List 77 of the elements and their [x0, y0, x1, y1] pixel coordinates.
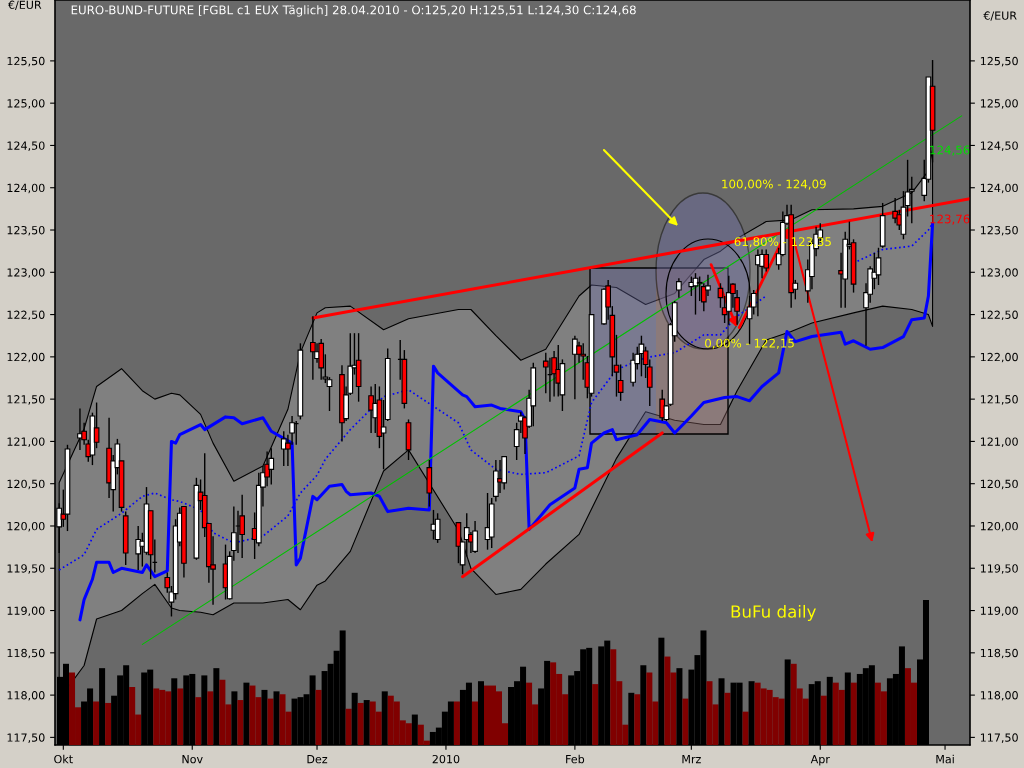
candlestick — [135, 525, 142, 571]
y2-tick-label: 123,00 — [980, 268, 1018, 278]
y2-tick-label: 119,50 — [980, 564, 1018, 574]
chart-title: EURO-BUND-FUTURE [FGBL c1 EUX Täglich] 28.04.2010 - O:125,20 H:125,51 L:124,30 C:124,68 — [71, 5, 636, 17]
annotation: 100,00% - 124,09 — [722, 179, 826, 190]
candlestick — [455, 521, 462, 564]
bar — [195, 697, 202, 745]
bar — [93, 701, 100, 745]
y-tick-label: 118,50 — [7, 648, 45, 659]
bar — [453, 701, 460, 745]
bar — [345, 708, 352, 745]
bar — [850, 682, 857, 745]
bar — [315, 689, 322, 745]
bar — [724, 692, 731, 745]
y2-tick-label: 125,50 — [980, 56, 1018, 67]
bar — [237, 700, 244, 745]
y2-tick-label: 121,50 — [980, 395, 1018, 405]
y2-tick-label: 124,50 — [980, 141, 1018, 151]
y-tick-label: 117,50 — [7, 733, 45, 743]
y-tick-label: 121,00 — [7, 437, 45, 447]
bar — [357, 702, 364, 745]
candlestick — [676, 277, 682, 299]
y-tick-label: 122,50 — [7, 310, 45, 321]
y-tick-label: 121,50 — [7, 395, 45, 405]
y2-tick-label: 118,00 — [980, 691, 1018, 701]
y-tick-label: 123,50 — [7, 225, 45, 236]
y-tick-label: 125,00 — [7, 99, 45, 109]
y2-tick-label: 120,50 — [980, 479, 1018, 490]
x-tick-label: 2010 — [432, 754, 460, 764]
y-tick-label: 119,00 — [7, 606, 45, 617]
y-tick-label: 120,00 — [7, 521, 45, 532]
y2-tick-label: 122,50 — [980, 310, 1018, 321]
bar — [820, 695, 827, 745]
x-tick-label: Nov — [182, 755, 203, 764]
y2-tick-label: 120,00 — [980, 521, 1018, 532]
x-tick-label: Mrz — [682, 755, 701, 764]
y-tick-label: 124,00 — [7, 183, 45, 194]
y-tick-label: 123,00 — [7, 268, 45, 278]
y2-tick-label: 121,00 — [980, 437, 1018, 447]
y-tick-label: 118,00 — [7, 691, 45, 701]
x-tick-label: Apr — [810, 755, 830, 766]
bar — [177, 688, 184, 745]
x-tick-label: Okt — [54, 754, 73, 764]
annotation: BuFu daily — [731, 604, 816, 622]
y-tick-label: 124,50 — [7, 141, 45, 151]
bar — [742, 711, 749, 745]
candlestick — [630, 351, 636, 388]
y2-axis-title: €/EUR — [983, 11, 1017, 21]
x-tick-label: Dez — [307, 755, 328, 764]
bar — [592, 684, 599, 745]
y2-tick-label: 125,00 — [980, 99, 1018, 109]
candlestick — [239, 493, 246, 559]
candlestick — [368, 385, 374, 434]
bar — [207, 691, 214, 745]
bar — [471, 701, 478, 745]
candlestick — [638, 335, 645, 378]
candlestick — [434, 512, 441, 544]
candlestick — [268, 447, 275, 486]
y-axis-title: €/EUR — [7, 0, 42, 10]
bar — [682, 698, 689, 745]
y2-tick-label: 118,50 — [980, 648, 1018, 659]
y2-tick-label: 119,00 — [980, 606, 1018, 617]
y2-tick-label: 123,50 — [980, 225, 1018, 236]
y2-tick-label: 117,50 — [980, 733, 1018, 743]
y-tick-label: 119,50 — [7, 564, 45, 574]
candlestick — [472, 520, 478, 554]
bar — [105, 702, 112, 745]
bar — [634, 694, 641, 745]
y-tick-label: 120,50 — [7, 479, 45, 490]
candlestick — [289, 415, 295, 446]
x-tick-label: Feb — [566, 754, 585, 764]
x-tick-label: Mai — [936, 754, 954, 764]
bar — [267, 698, 274, 745]
y2-tick-label: 124,00 — [980, 183, 1018, 194]
y-tick-label: 125,50 — [7, 56, 45, 67]
y-tick-label: 122,00 — [7, 352, 45, 363]
y2-tick-label: 122,00 — [980, 352, 1018, 363]
